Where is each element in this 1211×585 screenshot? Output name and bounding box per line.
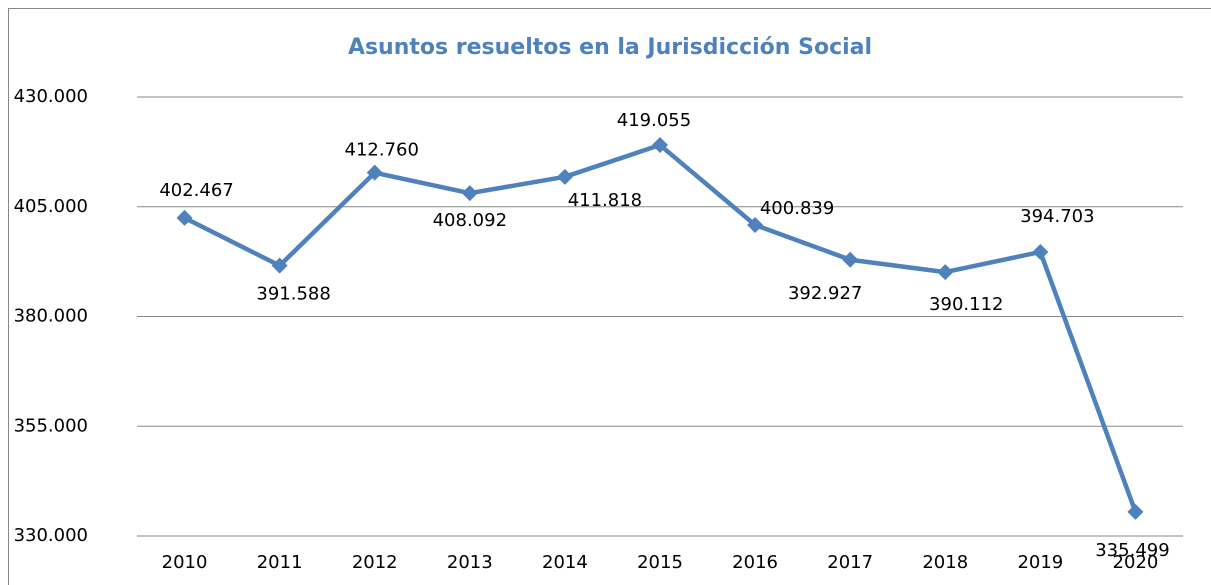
marker — [1127, 503, 1144, 520]
x-tick-label: 2015 — [637, 552, 683, 573]
data-label: 402.467 — [159, 180, 233, 201]
x-tick-label: 2018 — [922, 552, 968, 573]
data-label: 419.055 — [617, 110, 691, 131]
x-tick-label: 2010 — [162, 552, 208, 573]
x-tick-label: 2016 — [732, 552, 778, 573]
data-label: 392.927 — [788, 283, 862, 304]
x-tick-label: 2014 — [542, 552, 588, 573]
data-label: 411.818 — [568, 190, 642, 211]
x-tick-label: 2011 — [257, 552, 303, 573]
x-tick-label: 2012 — [352, 552, 398, 573]
data-label: 335.499 — [1095, 540, 1169, 561]
chart-title: Asuntos resueltos en la Jurisdicción Soc… — [348, 35, 872, 60]
y-tick-label: 430.000 — [14, 86, 88, 107]
marker — [937, 264, 954, 281]
marker — [556, 168, 573, 185]
y-tick-label: 380.000 — [14, 306, 88, 327]
data-label: 412.760 — [345, 140, 419, 161]
y-tick-label: 405.000 — [14, 196, 88, 217]
marker — [366, 164, 383, 181]
line — [183, 142, 1138, 513]
marker — [461, 185, 478, 202]
marker — [842, 251, 859, 268]
marker — [652, 137, 668, 154]
marker — [271, 257, 288, 274]
y-tick-label: 355.000 — [14, 415, 88, 436]
data-label: 408.092 — [433, 210, 507, 231]
data-label: 400.839 — [760, 198, 834, 219]
marker — [1032, 243, 1049, 260]
data-label: 390.112 — [929, 294, 1003, 315]
x-tick-label: 2019 — [1017, 552, 1063, 573]
marker — [176, 209, 193, 226]
x-tick-label: 2017 — [827, 552, 873, 573]
data-label: 394.703 — [1020, 206, 1094, 227]
y-tick-label: 330.000 — [14, 525, 88, 546]
data-label: 391.588 — [256, 284, 330, 305]
x-tick-label: 2013 — [447, 552, 493, 573]
x-tick-label: 2020 — [1113, 552, 1159, 573]
marker — [747, 217, 764, 234]
chart-frame — [8, 8, 1211, 585]
